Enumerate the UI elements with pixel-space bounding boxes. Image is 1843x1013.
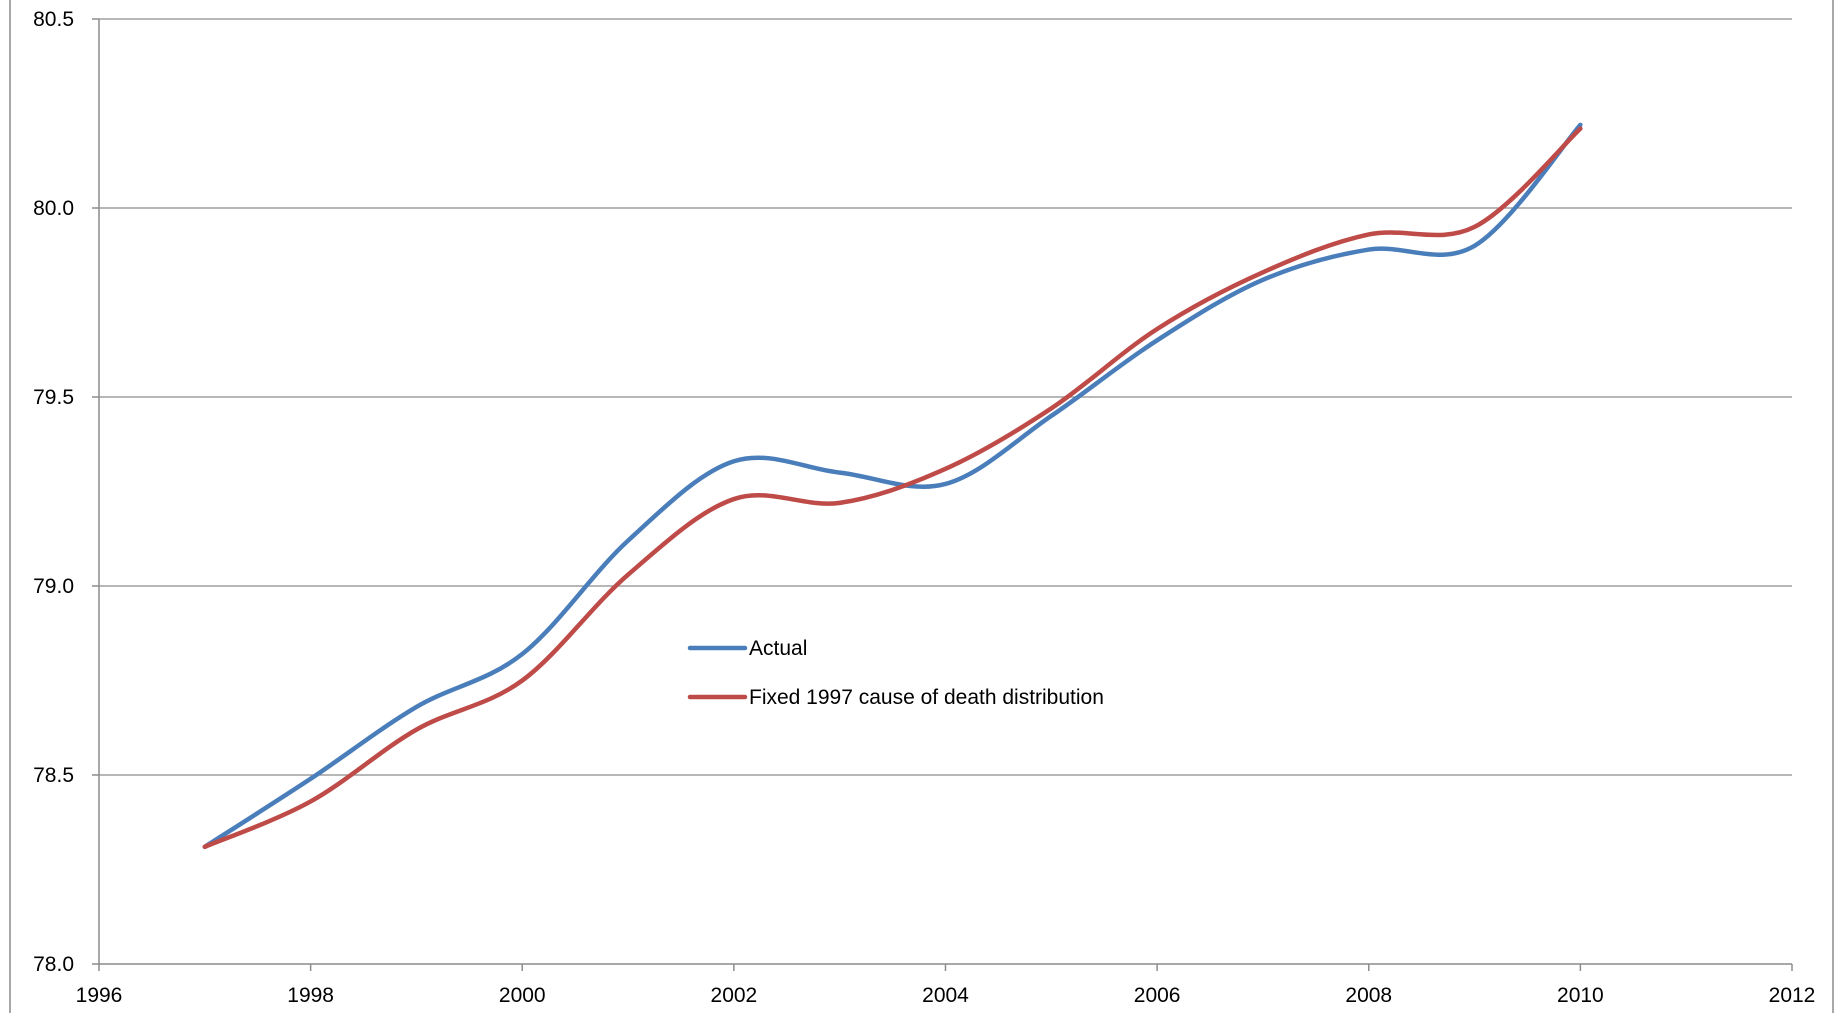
- gridlines: [99, 18, 1792, 776]
- x-tick-label: 1998: [287, 984, 334, 1007]
- y-tick-label: 78.0: [33, 953, 74, 976]
- y-tick-label: 79.5: [33, 386, 74, 409]
- chart-outer-frame: [9, 0, 1834, 1013]
- y-tick-label: 79.0: [33, 575, 74, 598]
- y-tick-label: 80.5: [33, 8, 74, 31]
- legend-label: Actual: [749, 637, 807, 660]
- x-tick-label: 2002: [711, 984, 758, 1007]
- legend-label: Fixed 1997 cause of death distribution: [749, 686, 1104, 709]
- x-tick-label: 2004: [922, 984, 969, 1007]
- y-tick-label: 80.0: [33, 197, 74, 220]
- series-lines: [202, 122, 1583, 850]
- x-axis-ticks: 1996 1998 2000 2002 2004 2006 2008 2010 2012: [76, 964, 1816, 1007]
- series-line-actual: [202, 122, 1583, 850]
- x-tick-label: 2012: [1769, 984, 1816, 1007]
- y-tick-label: 78.5: [33, 764, 74, 787]
- x-tick-label: 2008: [1345, 984, 1392, 1007]
- x-tick-label: 2000: [499, 984, 546, 1007]
- x-tick-label: 1996: [76, 984, 123, 1007]
- series-line-fixed-1997: [202, 126, 1583, 850]
- y-axis-ticks: 78.0 78.5 79.0 79.5 80.0 80.5: [33, 8, 99, 976]
- x-tick-label: 2006: [1134, 984, 1181, 1007]
- legend: Actual Fixed 1997 cause of death distribu…: [687, 637, 1104, 709]
- x-tick-label: 2010: [1557, 984, 1604, 1007]
